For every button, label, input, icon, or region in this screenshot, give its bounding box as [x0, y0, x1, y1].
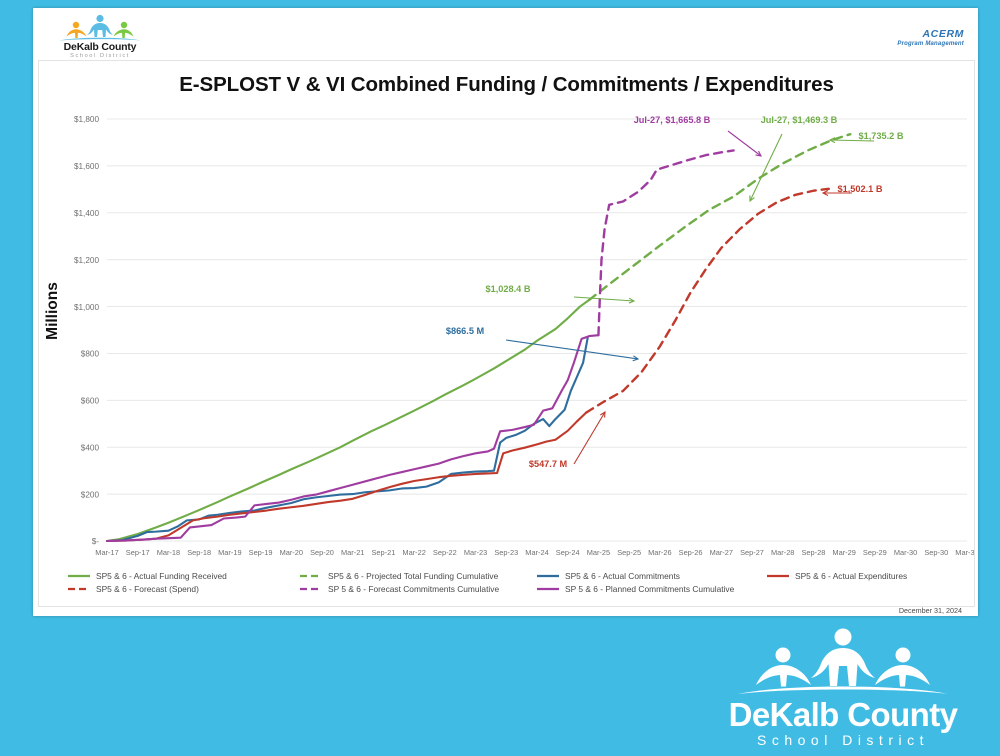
x-tick-label: Sep-18	[187, 548, 211, 557]
legend-swatch-icon	[68, 574, 90, 577]
x-tick-label: Mar-20	[280, 548, 303, 557]
chart-container: E-SPLOST V & VI Combined Funding / Commi…	[38, 60, 975, 615]
legend-item[interactable]: SP5 & 6 - Forecast (Spend)	[67, 582, 299, 595]
dekalb-figures-icon	[59, 14, 141, 41]
dekalb-footer-logo: DeKalb County School District	[700, 628, 1000, 756]
legend-item[interactable]: SP 5 & 6 - Planned Commitments Cumulativ…	[536, 582, 766, 595]
chart-y-tick-labels: $- $200 $400 $600 $800 $1,000 $1,200 $1,400 $1,6…	[74, 115, 99, 546]
legend-swatch-icon	[537, 587, 559, 590]
legend-item-label: SP 5 & 6 - Planned Commitments Cumulativ…	[565, 583, 735, 594]
legend-item-label: SP5 & 6 - Projected Total Funding Cumula…	[328, 570, 499, 581]
y-tick-label: $1,600	[74, 162, 99, 171]
legend-swatch-icon	[537, 574, 559, 577]
legend-item-label: SP5 & 6 - Actual Expenditures	[795, 570, 908, 581]
x-tick-label: Sep-29	[863, 548, 887, 557]
series-line	[105, 411, 588, 543]
dekalb-header-logo: DeKalb County School District	[45, 13, 155, 65]
x-tick-label: Sep-25	[617, 548, 641, 557]
x-tick-label: Mar-30	[894, 548, 917, 557]
series-line	[584, 187, 830, 414]
chart-series-lines	[105, 132, 852, 543]
footer-logo-sub: School District	[757, 732, 929, 748]
x-tick-label: Sep-20	[310, 548, 334, 557]
legend-item-label: SP5 & 6 - Actual Funding Received	[96, 570, 227, 581]
acerm-title: ACERM	[922, 28, 964, 40]
series-line	[588, 132, 852, 302]
x-tick-label: Mar-27	[710, 548, 733, 557]
x-tick-label: Sep-27	[740, 548, 764, 557]
x-tick-label: Sep-17	[126, 548, 150, 557]
chart-annotation-label: Jul-27, $1,665.8 B	[634, 115, 711, 125]
x-tick-label: Sep-26	[679, 548, 703, 557]
x-tick-label: Mar-29	[832, 548, 855, 557]
header-logo-name: DeKalb County	[63, 41, 137, 53]
x-tick-label: Mar-19	[218, 548, 241, 557]
y-tick-label: $1,400	[74, 209, 99, 218]
chart-annotation-label: Jul-27, $1,469.3 B	[761, 115, 838, 125]
chart-y-axis-title: Millions	[44, 282, 61, 340]
legend-item-label: SP5 & 6 - Actual Commitments	[565, 570, 680, 581]
x-tick-label: Sep-21	[372, 548, 396, 557]
series-line	[105, 336, 589, 543]
series-line	[105, 298, 591, 543]
y-tick-label: $600	[81, 397, 100, 406]
chart-annotations: $1,028.4 B $866.5 M $547.7 M Jul-27, $1,665…	[446, 115, 904, 469]
legend-item[interactable]: SP5 & 6 - Actual Funding Received	[67, 569, 299, 582]
x-tick-label: Sep-28	[802, 548, 826, 557]
chart-title: E-SPLOST V & VI Combined Funding / Commi…	[179, 73, 834, 96]
y-tick-label: $400	[81, 443, 100, 452]
header-logo-sub: School District	[70, 53, 130, 59]
chart-legend: SP5 & 6 - Actual Funding Received SP5 & 6…	[67, 569, 967, 595]
x-tick-label: Mar-23	[464, 548, 487, 557]
x-tick-label: Mar-18	[157, 548, 180, 557]
x-tick-label: Sep-19	[249, 548, 273, 557]
x-tick-label: Mar-31	[955, 548, 974, 557]
chart-annotation-label: $547.7 M	[529, 459, 568, 469]
chart-gridlines	[107, 118, 967, 542]
y-tick-label: $-	[92, 537, 100, 546]
x-tick-label: Mar-28	[771, 548, 794, 557]
acerm-logo: ACERM Program Management	[897, 28, 964, 47]
x-tick-label: Mar-24	[525, 548, 548, 557]
series-line	[105, 334, 600, 543]
y-tick-label: $1,200	[74, 256, 99, 265]
chart-annotation-label: $866.5 M	[446, 326, 485, 336]
legend-swatch-icon	[300, 574, 322, 577]
x-tick-label: Sep-22	[433, 548, 457, 557]
chart-x-tick-labels: Mar-17 Sep-17 Mar-18 Sep-18 Mar-19 Sep-19 Mar-…	[95, 548, 974, 557]
legend-item[interactable]: SP5 & 6 - Actual Expenditures	[766, 569, 966, 582]
x-tick-label: Sep-23	[494, 548, 518, 557]
legend-item[interactable]: SP5 & 6 - Actual Commitments	[536, 569, 766, 582]
legend-swatch-icon	[300, 587, 322, 590]
legend-item-label: SP5 & 6 - Forecast (Spend)	[96, 583, 199, 594]
legend-swatch-icon	[767, 574, 789, 577]
chart-annotation-label: $1,735.2 B	[859, 131, 904, 141]
legend-swatch-icon	[68, 587, 90, 590]
y-tick-label: $1,800	[74, 115, 99, 124]
footer-logo-name: DeKalb County	[728, 696, 958, 733]
legend-item[interactable]: SP5 & 6 - Projected Total Funding Cumula…	[299, 569, 536, 582]
x-tick-label: Mar-26	[648, 548, 671, 557]
y-tick-label: $1,000	[74, 303, 99, 312]
x-tick-label: Sep-24	[556, 548, 580, 557]
chart-annotation-label: $1,502.1 B	[838, 184, 883, 194]
y-tick-label: $800	[81, 350, 100, 359]
chart-plot-area: $- $200 $400 $600 $800 $1,000 $1,200 $1,400 $1,6…	[44, 115, 974, 557]
x-tick-label: Mar-21	[341, 548, 364, 557]
legend-item-label: SP 5 & 6 - Forecast Commitments Cumulati…	[328, 583, 500, 594]
slide-sheet: DeKalb County School District ACERM Prog…	[33, 8, 978, 616]
report-date: December 31, 2024	[898, 606, 962, 615]
chart-annotation-label: $1,028.4 B	[486, 284, 531, 294]
x-tick-label: Mar-17	[95, 548, 118, 557]
x-tick-label: Sep-30	[924, 548, 948, 557]
acerm-subtitle: Program Management	[897, 41, 964, 47]
legend-item[interactable]: SP 5 & 6 - Forecast Commitments Cumulati…	[299, 582, 536, 595]
x-tick-label: Mar-22	[402, 548, 425, 557]
y-tick-label: $200	[81, 490, 100, 499]
dekalb-footer-figures-icon	[738, 628, 948, 694]
series-line	[597, 149, 735, 337]
x-tick-label: Mar-25	[587, 548, 610, 557]
